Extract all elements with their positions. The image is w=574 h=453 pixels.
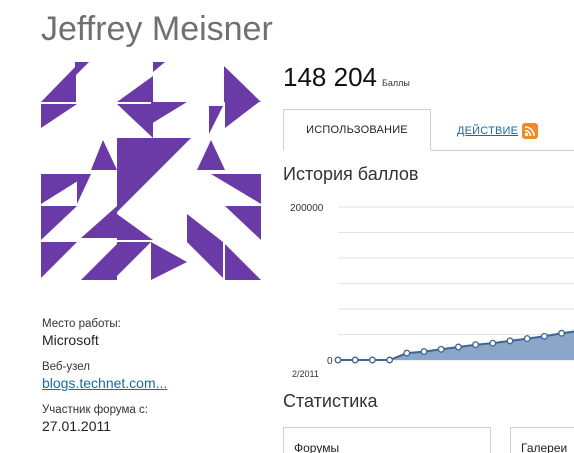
- member-since-label: Участник форума с:: [42, 404, 148, 416]
- points-unit: Баллы: [381, 78, 410, 88]
- points-summary: 148 204 Баллы: [283, 62, 410, 93]
- data-point[interactable]: [523, 335, 531, 343]
- avatar: [41, 62, 261, 282]
- stats-galleries-card: Галереи: [510, 427, 574, 453]
- data-point[interactable]: [368, 356, 376, 364]
- history-title: История баллов: [283, 164, 419, 184]
- stats-title: Статистика: [283, 391, 378, 411]
- website-link[interactable]: blogs.technet.com...: [42, 375, 168, 391]
- tab-activity[interactable]: ДЕЙСТВИЕ: [457, 123, 539, 139]
- data-point[interactable]: [540, 332, 548, 340]
- tab-bar: ИСПОЛЬЗОВАНИЕ ДЕЙСТВИЕ: [283, 109, 574, 151]
- y-tick-top: 200000: [290, 203, 324, 214]
- data-point[interactable]: [420, 348, 428, 356]
- workplace-label: Место работы:: [42, 318, 121, 330]
- avatar-identicon: [41, 62, 261, 280]
- data-point[interactable]: [403, 349, 411, 357]
- data-point[interactable]: [489, 339, 497, 347]
- tab-usage[interactable]: ИСПОЛЬЗОВАНИЕ: [283, 109, 431, 151]
- series-area: [338, 328, 574, 360]
- member-since-value: 27.01.2011: [42, 418, 112, 434]
- points-history-svg: 200000 0 2/2011: [290, 203, 574, 379]
- x-tick-first: 2/2011: [292, 369, 319, 379]
- rss-icon[interactable]: [522, 123, 539, 139]
- stats-galleries-label: Галереи: [521, 441, 568, 453]
- stats-forums-card: Форумы: [283, 427, 491, 453]
- series-line: [338, 328, 574, 361]
- points-history-chart: 200000 0 2/2011: [283, 195, 574, 385]
- data-point[interactable]: [454, 343, 462, 351]
- profile-name: Jeffrey Meisner: [41, 10, 273, 48]
- data-point[interactable]: [334, 356, 342, 364]
- data-point[interactable]: [472, 341, 480, 349]
- website-label: Веб-узел: [42, 361, 90, 373]
- data-point[interactable]: [437, 345, 445, 353]
- y-tick-bottom: 0: [327, 356, 333, 367]
- tab-activity-label: ДЕЙСТВИЕ: [457, 125, 519, 137]
- data-point[interactable]: [558, 329, 566, 337]
- stats-forums-label: Форумы: [294, 441, 340, 453]
- data-point[interactable]: [351, 356, 359, 364]
- points-value: 148 204: [283, 62, 377, 92]
- data-point[interactable]: [386, 356, 394, 364]
- data-point[interactable]: [506, 337, 514, 345]
- workplace-value: Microsoft: [42, 332, 99, 348]
